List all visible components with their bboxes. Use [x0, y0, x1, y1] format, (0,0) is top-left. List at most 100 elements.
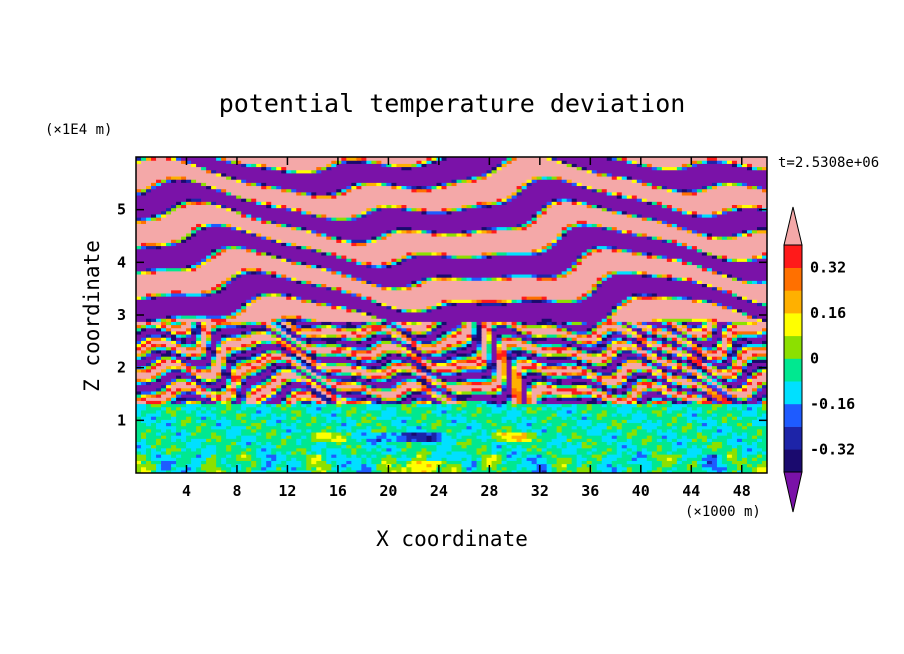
field-cell — [666, 384, 673, 389]
field-cell — [746, 340, 753, 345]
field-cell — [441, 469, 453, 473]
field-cell — [381, 324, 387, 329]
field-cell — [536, 463, 548, 468]
field-cell — [346, 305, 387, 310]
field-cell — [581, 441, 588, 446]
field-cell — [676, 375, 683, 379]
field-cell — [551, 384, 558, 389]
field-cell — [441, 400, 448, 405]
field-cell — [316, 378, 322, 382]
field-cell — [501, 321, 508, 326]
field-cell — [396, 394, 403, 398]
field-cell — [651, 352, 658, 357]
field-cell — [471, 394, 493, 398]
field-cell — [266, 220, 272, 224]
field-cell — [361, 337, 367, 341]
field-cell — [401, 390, 408, 395]
field-cell — [241, 273, 272, 278]
field-cell — [711, 349, 718, 354]
field-cell — [361, 409, 367, 414]
field-cell — [231, 469, 237, 473]
field-cell — [681, 346, 688, 351]
field-cell — [726, 321, 733, 326]
field-cell — [416, 431, 428, 436]
field-cell — [581, 454, 593, 458]
field-cell — [301, 460, 307, 465]
field-cell — [636, 384, 648, 389]
field-cell — [366, 387, 372, 392]
field-cell — [176, 356, 187, 360]
field-cell — [536, 210, 543, 215]
field-cell — [661, 466, 673, 471]
field-cell — [346, 435, 352, 439]
field-cell — [751, 466, 758, 471]
field-cell — [361, 324, 367, 329]
field-cell — [171, 330, 177, 335]
field-cell — [611, 318, 653, 322]
field-cell — [256, 343, 262, 348]
field-cell — [316, 441, 327, 446]
field-cell — [241, 378, 247, 382]
field-cell — [681, 460, 693, 465]
field-cell — [136, 356, 142, 360]
field-cell — [171, 435, 187, 439]
field-cell — [636, 454, 648, 458]
field-cell — [201, 321, 207, 326]
field-cell — [136, 292, 147, 297]
field-cell — [706, 349, 713, 354]
field-cell — [236, 378, 242, 382]
field-cell — [711, 466, 728, 471]
field-cell — [631, 349, 638, 354]
field-cell — [596, 343, 608, 348]
field-cell — [211, 258, 282, 262]
field-cell — [721, 381, 743, 386]
field-cell — [261, 220, 267, 224]
field-cell — [476, 327, 483, 332]
field-cell — [426, 333, 438, 338]
field-cell — [586, 403, 593, 408]
field-cell — [171, 365, 177, 370]
field-cell — [221, 371, 232, 376]
field-cell — [456, 232, 463, 237]
field-cell — [181, 454, 197, 458]
field-cell — [561, 365, 568, 370]
field-cell — [436, 425, 468, 430]
field-cell — [176, 428, 182, 433]
field-cell — [176, 381, 187, 386]
field-cell — [401, 371, 413, 376]
field-cell — [386, 349, 398, 354]
field-cell — [741, 400, 748, 405]
field-cell — [496, 428, 503, 433]
field-cell — [281, 337, 287, 341]
field-cell — [636, 428, 648, 433]
field-cell — [746, 441, 753, 446]
field-cell — [201, 261, 207, 266]
field-cell — [141, 394, 147, 398]
field-cell — [256, 438, 282, 442]
field-cell — [466, 438, 473, 442]
field-cell — [526, 454, 538, 458]
field-cell — [231, 356, 237, 360]
field-cell — [216, 416, 222, 420]
field-cell — [641, 359, 648, 363]
field-cell — [701, 447, 713, 452]
field-cell — [746, 321, 753, 326]
field-cell — [556, 444, 563, 449]
field-cell — [336, 236, 342, 240]
field-cell — [726, 469, 733, 473]
field-cell — [136, 362, 147, 367]
field-cell — [571, 337, 578, 341]
field-cell — [401, 330, 408, 335]
field-cell — [251, 371, 257, 376]
field-cell — [366, 406, 382, 411]
field-cell — [601, 283, 703, 288]
field-cell — [676, 362, 683, 367]
field-cell — [481, 381, 493, 386]
field-cell — [426, 400, 433, 405]
field-cell — [451, 356, 458, 360]
field-cell — [421, 352, 428, 357]
field-cell — [391, 258, 398, 262]
field-cell — [321, 454, 327, 458]
field-cell — [186, 397, 197, 401]
field-cell — [146, 343, 152, 348]
